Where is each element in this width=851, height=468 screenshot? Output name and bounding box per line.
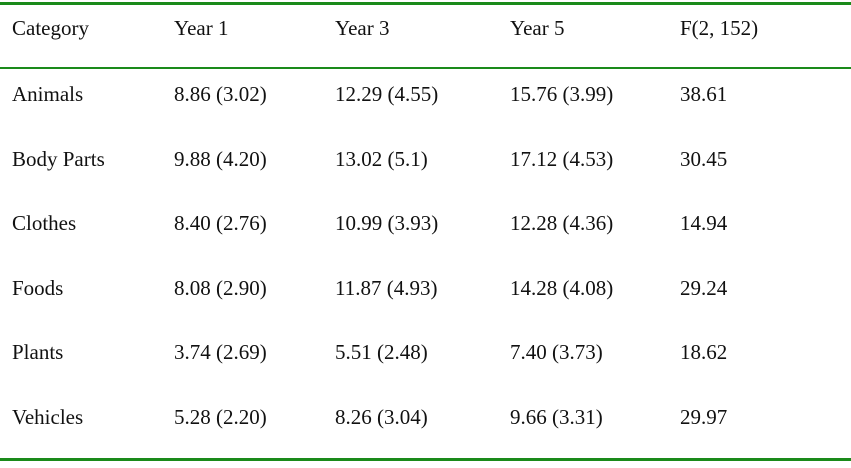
header-cell: Year 1 (174, 16, 229, 40)
table-cell: 14.28 (4.08) (510, 275, 614, 300)
table-cell: 7.40 (3.73) (510, 340, 603, 365)
table-cell: 5.28 (2.20) (174, 405, 267, 429)
table-cell: 38.61 (680, 82, 728, 106)
table-cell: 9.66 (3.31) (510, 405, 603, 429)
header-cell: Year 3 (335, 16, 390, 40)
table-cell: 8.86 (3.02) (174, 82, 267, 106)
table-cell: 30.45 (680, 146, 728, 171)
row-label: Foods (12, 275, 64, 300)
row-label: Plants (12, 340, 64, 365)
table-cell: 14.94 (680, 211, 728, 236)
row-label: Clothes (12, 211, 77, 236)
header-cell: F(2, 152) (680, 16, 759, 40)
table-cell: 12.29 (4.55) (335, 82, 439, 106)
table-cell: 8.08 (2.90) (174, 275, 267, 300)
table-cell: 29.97 (680, 405, 728, 429)
header-cell: Category (12, 16, 89, 40)
table-cell: 10.99 (3.93) (335, 211, 439, 236)
table-cell: 9.88 (4.20) (174, 146, 267, 171)
header-cell: Year 5 (510, 16, 565, 40)
table-cell: 18.62 (680, 340, 728, 365)
table-cell: 8.26 (3.04) (335, 405, 428, 429)
header-rule (0, 67, 851, 69)
table-cell: 3.74 (2.69) (174, 340, 267, 365)
table-cell: 29.24 (680, 275, 728, 300)
table-cell: 13.02 (5.1) (335, 146, 428, 171)
top-rule (0, 2, 851, 5)
table-cell: 5.51 (2.48) (335, 340, 428, 365)
table-cell: 17.12 (4.53) (510, 146, 614, 171)
bottom-rule (0, 458, 851, 461)
table-cell: 11.87 (4.93) (335, 275, 438, 300)
row-label: Vehicles (12, 405, 84, 429)
table-cell: 8.40 (2.76) (174, 211, 267, 236)
table-cell: 15.76 (3.99) (510, 82, 614, 106)
row-label: Body Parts (12, 146, 105, 171)
row-label: Animals (12, 82, 84, 106)
table-cell: 12.28 (4.36) (510, 211, 614, 236)
